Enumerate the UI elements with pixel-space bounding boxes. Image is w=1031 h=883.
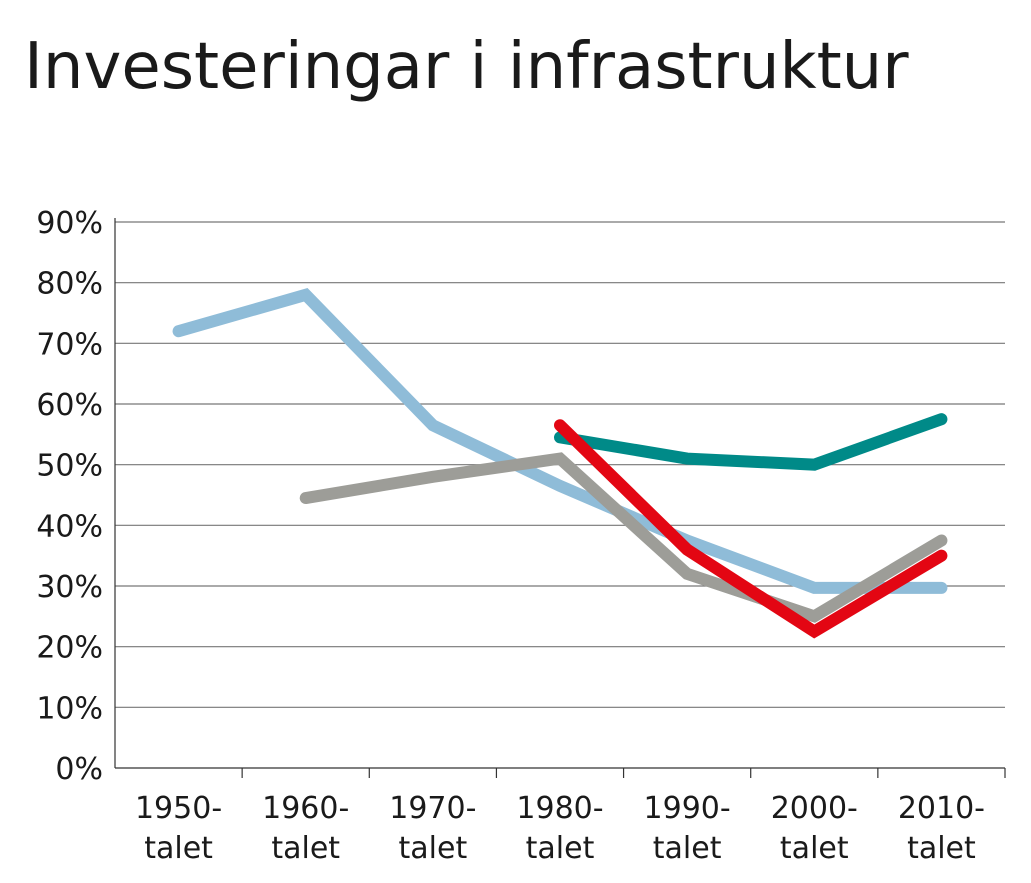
- y-tick-label: 80%: [36, 267, 103, 302]
- x-tick-label: 1950-talet: [135, 791, 222, 866]
- x-tick-label: 2000-talet: [771, 791, 858, 866]
- line-series: [172, 288, 948, 594]
- y-tick-label: 0%: [55, 752, 103, 787]
- line-series: [554, 419, 948, 639]
- y-tick-label: 60%: [36, 388, 103, 423]
- y-tick-label: 40%: [36, 509, 103, 544]
- x-tick-label: 1960-talet: [262, 791, 349, 866]
- line-series: [299, 452, 948, 623]
- line-series: [554, 413, 948, 471]
- y-tick-label: 20%: [36, 631, 103, 666]
- x-tick-label: 1980-talet: [516, 791, 603, 866]
- y-tick-label: 30%: [36, 570, 103, 605]
- x-tick-label: 2010-talet: [898, 791, 985, 866]
- x-tick-label: 1990-talet: [644, 791, 731, 866]
- x-tick-label: 1970-talet: [389, 791, 476, 866]
- y-tick-label: 90%: [36, 206, 103, 241]
- y-tick-label: 50%: [36, 449, 103, 484]
- y-tick-label: 70%: [36, 327, 103, 362]
- y-tick-label: 10%: [36, 691, 103, 726]
- chart-title: Investeringar i infrastruktur: [24, 30, 909, 104]
